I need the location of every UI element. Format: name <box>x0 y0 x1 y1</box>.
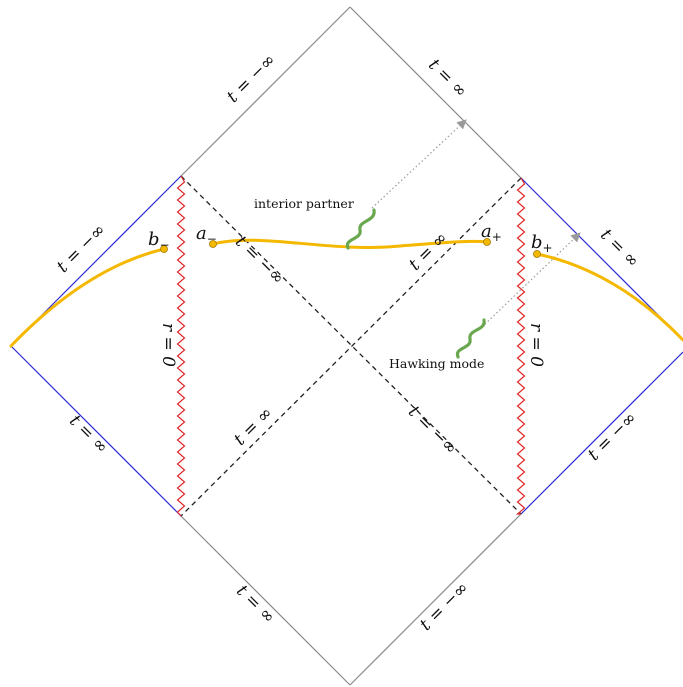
label-b-plus: b+ <box>531 232 553 255</box>
annotation-hawking-mode: Hawking mode <box>389 356 484 371</box>
slice-middle <box>211 238 489 249</box>
label-diag-upper-right: t = ∞ <box>405 228 452 275</box>
interior-partner-mode <box>345 208 376 250</box>
slice-right <box>535 252 683 342</box>
singularity-right <box>515 177 526 515</box>
annotation-interior-partner: interior partner <box>254 196 354 211</box>
label-left-upper-edge: t = −∞ <box>53 220 110 277</box>
interior-partner-ray <box>371 119 467 209</box>
label-b-minus: b− <box>148 229 170 252</box>
cauchy-slice <box>9 238 683 348</box>
label-diag-lower-left: t = ∞ <box>230 403 277 450</box>
label-singularity-right: r = 0 <box>526 323 546 367</box>
point-b-minus <box>160 245 168 253</box>
label-bottom-right-edge: t = −∞ <box>416 578 473 635</box>
label-bottom-left-edge: t = ∞ <box>232 581 279 628</box>
point-a-plus <box>483 238 491 246</box>
label-top-left-edge: t = −∞ <box>223 50 280 107</box>
asymptotic-boundary <box>10 175 683 517</box>
outer-boundary <box>180 6 522 686</box>
label-diag-lower-right: t = −∞ <box>404 402 461 459</box>
event-horizons <box>180 175 522 517</box>
point-a-minus <box>209 240 217 248</box>
point-b-plus <box>533 250 541 258</box>
hawking-mode-ray <box>481 232 581 328</box>
label-singularity-left: r = 0 <box>158 323 178 367</box>
singularity-left <box>176 175 186 517</box>
label-right-upper-edge: t = ∞ <box>596 225 643 272</box>
hawking-mode-wave <box>455 318 486 359</box>
label-top-right-edge: t = ∞ <box>424 55 471 102</box>
label-a-minus: a− <box>196 223 217 246</box>
slice-points <box>160 238 541 258</box>
label-a-plus: a+ <box>481 221 502 244</box>
label-left-lower-edge: t = ∞ <box>65 411 112 458</box>
label-right-lower-edge: t = −∞ <box>584 408 641 465</box>
slice-left <box>9 247 166 348</box>
